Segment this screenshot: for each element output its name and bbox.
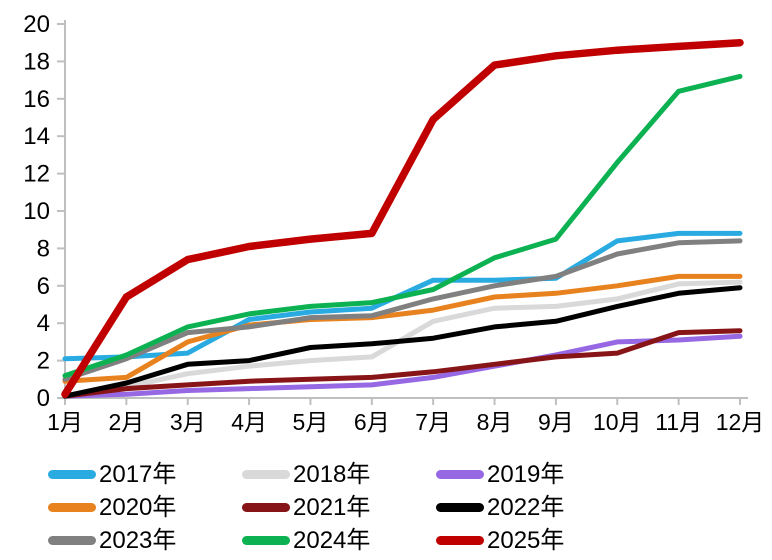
x-tick-label: 5月 (293, 409, 329, 435)
series-line-2024年 (62, 73, 743, 379)
legend-label: 2017年 (99, 460, 177, 488)
legend-swatch (48, 470, 96, 479)
legend-item: 2024年 (242, 526, 436, 554)
line-chart: 0 2 4 6 8 10 12 14 16 18 20 1月 2月 3月 4月 5月 6月 7月 8月 9月 10月 11… (23, 11, 765, 435)
y-tick-label: 12 (23, 161, 50, 188)
legend-swatch (242, 503, 290, 512)
y-tick-label: 20 (23, 11, 50, 38)
legend-item: 2022年 (436, 493, 630, 521)
legend-swatch (242, 536, 290, 545)
series-line-2025年 (61, 38, 744, 399)
series-line-2019年 (62, 333, 743, 399)
x-tick-label: 4月 (231, 409, 267, 435)
y-tick-label: 2 (37, 348, 50, 375)
y-tick-label: 0 (37, 385, 50, 412)
legend-label: 2019年 (487, 460, 565, 488)
x-tick-label: 8月 (477, 409, 513, 435)
legend-item: 2021年 (242, 493, 436, 521)
x-tick-label: 7月 (415, 409, 451, 435)
x-tick-label: 12月 (716, 409, 765, 435)
y-tick-label: 4 (37, 310, 50, 337)
legend-label: 2023年 (99, 526, 177, 554)
legend-label: 2018年 (293, 460, 371, 488)
legend-label: 2025年 (487, 526, 565, 554)
series-line-2023年 (62, 238, 743, 382)
x-tick-label: 10月 (593, 409, 642, 435)
plot-area: 0 2 4 6 8 10 12 14 16 18 20 1月 2月 3月 4月 5月 6月 7月 8月 9月 10月 11… (23, 11, 765, 435)
y-tick-label: 10 (23, 198, 50, 225)
legend-swatch (436, 503, 484, 512)
legend-label: 2022年 (487, 493, 565, 521)
legend-item: 2018年 (242, 460, 436, 488)
legend-item: 2023年 (48, 526, 242, 554)
y-tick-label: 14 (23, 123, 50, 150)
legend-swatch (242, 470, 290, 479)
y-tick-label: 16 (23, 86, 50, 113)
x-tick-label: 2月 (108, 409, 144, 435)
legend-label: 2024年 (293, 526, 371, 554)
series-line-2022年 (62, 285, 743, 399)
legend-swatch (48, 503, 96, 512)
series-line-2020年 (62, 273, 743, 384)
y-tick-label: 8 (37, 235, 50, 262)
series-line-2021年 (62, 328, 743, 399)
legend-item: 2020年 (48, 493, 242, 521)
x-tick-label: 9月 (538, 409, 574, 435)
legend-swatch (436, 536, 484, 545)
y-tick-label: 18 (23, 48, 50, 75)
x-tick-label: 6月 (354, 409, 390, 435)
x-tick-label: 11月 (655, 409, 702, 435)
x-tick-label: 1月 (47, 409, 83, 435)
legend-item: 2017年 (48, 460, 242, 488)
y-tick-label: 6 (37, 273, 50, 300)
x-tick-label: 3月 (170, 409, 206, 435)
legend: 2017年 2018年 2019年 2020年 2021年 2022年 2023年 2024年… (48, 458, 630, 557)
legend-swatch (48, 536, 96, 545)
legend-swatch (436, 470, 484, 479)
legend-label: 2020年 (99, 493, 177, 521)
legend-item: 2025年 (436, 526, 630, 554)
legend-item: 2019年 (436, 460, 630, 488)
legend-label: 2021年 (293, 493, 371, 521)
